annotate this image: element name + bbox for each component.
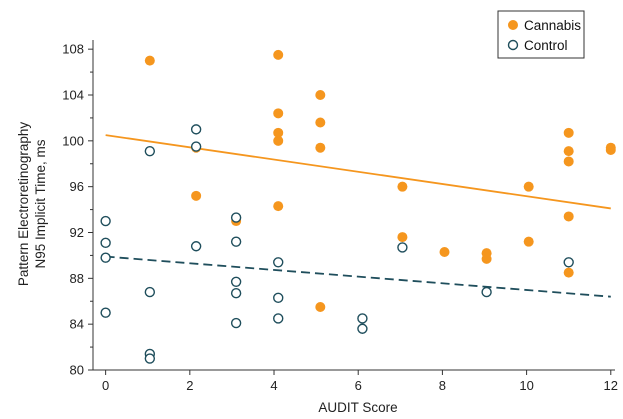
point-control (190, 124, 202, 135)
point-cannabis (605, 145, 616, 155)
legend-box (497, 10, 585, 59)
point-cannabis (273, 135, 284, 146)
legend-marker-control (507, 39, 519, 51)
legend-label-control: Control (524, 38, 568, 53)
y-tick-label: 104 (62, 88, 84, 103)
x-tick-label: 8 (439, 378, 446, 393)
legend: Cannabis Control (497, 10, 585, 59)
y-tick-label: 80 (70, 363, 84, 378)
trend-line-cannabis (105, 134, 611, 210)
point-cannabis (273, 108, 284, 119)
point-control (357, 313, 368, 324)
point-control (273, 292, 284, 304)
point-cannabis (523, 236, 534, 247)
point-control (100, 307, 111, 318)
x-tick-label: 12 (604, 378, 618, 393)
x-tick-label: 6 (355, 378, 362, 393)
point-control (230, 276, 242, 287)
point-cannabis (397, 232, 408, 243)
point-cannabis (563, 156, 574, 167)
point-cannabis (273, 127, 284, 138)
y-axis-title-line-1: Pattern Electroretinography (16, 122, 31, 287)
y-tick-label: 84 (70, 317, 84, 332)
point-control (273, 257, 284, 268)
point-control (100, 215, 111, 227)
point-cannabis (563, 211, 574, 222)
point-cannabis (315, 301, 326, 312)
point-cannabis (273, 201, 284, 212)
point-control (230, 317, 242, 329)
point-control (397, 242, 408, 253)
point-control (357, 323, 368, 334)
point-cannabis (397, 181, 408, 192)
point-cannabis (563, 127, 574, 138)
x-tick-label: 10 (519, 378, 533, 393)
x-axis-title: AUDIT Score (318, 400, 397, 415)
legend-label-cannabis: Cannabis (524, 18, 581, 33)
point-cannabis (315, 142, 326, 153)
y-ticks: 80 84 88 92 96 100 104 108 (62, 42, 93, 378)
point-cannabis (144, 55, 155, 66)
legend-marker-cannabis (508, 20, 518, 30)
point-cannabis (481, 253, 492, 264)
point-control (100, 237, 111, 249)
point-cannabis (523, 181, 534, 192)
point-control (481, 286, 492, 298)
point-cannabis (191, 190, 202, 201)
point-control (144, 145, 156, 157)
y-tick-label: 100 (62, 133, 84, 148)
point-control (144, 353, 156, 364)
point-cannabis (563, 267, 574, 278)
point-cannabis (439, 246, 450, 257)
y-tick-label: 88 (70, 271, 84, 286)
trend-line-control (105, 255, 611, 298)
point-control (190, 241, 202, 252)
point-control (230, 236, 242, 247)
point-control (190, 141, 202, 152)
point-cannabis (315, 117, 326, 128)
point-control (230, 212, 242, 223)
point-control (273, 313, 284, 324)
x-tick-label: 0 (102, 378, 109, 393)
y-axis-title-line-2: N95 Implicit Time, ms (33, 139, 48, 268)
point-cannabis (563, 146, 574, 157)
point-control (563, 257, 574, 268)
x-tick-label: 2 (186, 378, 193, 393)
y-axis-title: Pattern Electroretinography N95 Implicit… (16, 122, 48, 287)
axes: 0 2 4 6 8 10 12 80 84 88 92 96 100 104 108 (62, 40, 618, 393)
point-control (100, 252, 111, 263)
y-tick-label: 92 (70, 225, 84, 240)
point-control (144, 286, 156, 298)
point-control (230, 288, 242, 299)
trend-lines (105, 134, 611, 298)
point-cannabis (315, 90, 326, 100)
y-tick-label: 108 (62, 42, 84, 57)
y-tick-label: 96 (70, 179, 84, 194)
data-points (100, 49, 616, 364)
x-ticks: 0 2 4 6 8 10 12 (102, 370, 618, 393)
x-tick-label: 4 (270, 378, 277, 393)
point-cannabis (273, 49, 284, 60)
